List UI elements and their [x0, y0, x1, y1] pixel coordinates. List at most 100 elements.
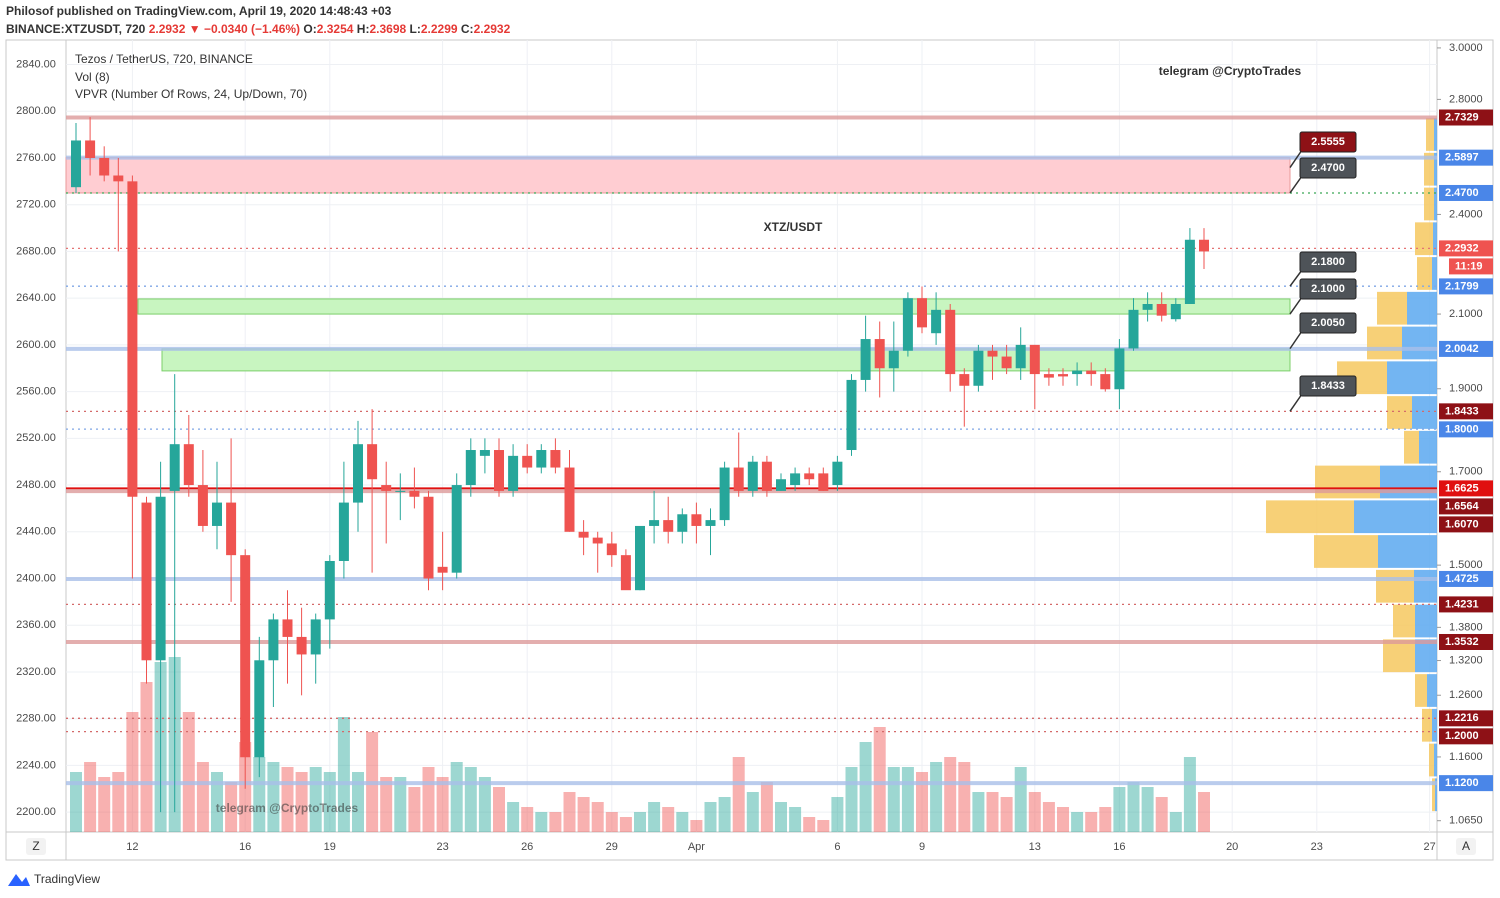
volume-bar — [676, 812, 689, 832]
candle-body — [296, 636, 307, 655]
candle-body — [465, 450, 476, 486]
ohlc-value: 2.3698 — [369, 22, 406, 36]
candle-body — [451, 485, 462, 573]
price-label-box — [1439, 498, 1493, 515]
price-label: 1.6625 — [1445, 482, 1479, 494]
y-tick-label: 2280.00 — [16, 713, 56, 725]
volume-bar — [295, 772, 308, 832]
candle-body — [1029, 344, 1040, 375]
volume-bar — [958, 762, 971, 832]
price-label-box — [1439, 184, 1493, 201]
volume-bar — [605, 812, 618, 832]
volume-bar — [1085, 812, 1098, 832]
volume-bar — [873, 727, 886, 832]
candle-body — [353, 444, 363, 503]
candle-body — [1086, 370, 1097, 375]
callout-box — [1299, 131, 1357, 153]
volume-bar — [1141, 787, 1154, 832]
volume-bar — [450, 762, 463, 832]
candle-body — [85, 140, 96, 158]
vpvr-up — [1419, 430, 1437, 464]
volume-bar — [944, 757, 957, 832]
volume-bar — [930, 762, 943, 832]
callout-label: 1.8433 — [1311, 380, 1345, 392]
vpvr-down — [1424, 152, 1434, 186]
candle-body — [931, 309, 942, 334]
brand: TradingView — [34, 872, 100, 886]
y-tick-label: 2800.00 — [16, 105, 56, 117]
y-tick-label: 2720.00 — [16, 199, 56, 211]
candle-body — [310, 619, 321, 655]
chart-title: XTZ/USDT — [764, 220, 823, 234]
candle-body — [494, 450, 504, 491]
x-tick-label: 29 — [606, 841, 618, 853]
price-label: 1.6070 — [1445, 518, 1479, 530]
y2-tick-label: 1.1600 — [1449, 751, 1483, 763]
x-tick-label: Apr — [688, 841, 705, 853]
zoom-button[interactable] — [26, 838, 46, 855]
vpvr-down — [1417, 257, 1432, 290]
y2-tick-label: 1.0650 — [1449, 815, 1483, 827]
volume-bar — [436, 777, 449, 832]
candle-body — [761, 461, 772, 491]
y-tick-label: 2200.00 — [16, 806, 56, 818]
y-tick-label: 2840.00 — [16, 58, 56, 70]
vpvr-down — [1422, 708, 1432, 742]
brand-logo — [8, 874, 30, 886]
volume-bar — [563, 792, 576, 832]
candle-body — [973, 350, 984, 386]
vpvr-up — [1434, 187, 1437, 221]
candle-body — [324, 560, 335, 620]
candle-body — [367, 444, 378, 480]
y-tick-label: 2560.00 — [16, 386, 56, 398]
ohlc-key: C: — [461, 22, 474, 36]
auto-scale-button[interactable] — [1456, 838, 1476, 855]
volume-bar — [253, 757, 266, 832]
candle-body — [169, 444, 180, 491]
volume-bar — [309, 767, 322, 832]
x-tick-label: 12 — [126, 841, 138, 853]
price-label-box — [1439, 480, 1493, 497]
vpvr-down — [1367, 326, 1402, 360]
candle-body — [635, 525, 645, 591]
y2-tick-label: 1.2600 — [1449, 689, 1483, 701]
publish-line: Philosof published on TradingView.com, A… — [6, 4, 392, 18]
price-label-box — [1439, 240, 1493, 257]
volume-bar — [408, 787, 421, 832]
y2-tick-label: 3.0000 — [1449, 42, 1483, 54]
vpvr-down — [1426, 118, 1434, 151]
vpvr-up — [1412, 396, 1437, 429]
volume-bar — [549, 812, 562, 832]
candle-body — [776, 479, 786, 491]
volume-bar — [704, 802, 717, 832]
price-label: 1.2216 — [1445, 712, 1479, 724]
vpvr-down — [1393, 604, 1415, 638]
volume-bar — [225, 782, 238, 832]
auto-scale-label[interactable]: A — [1462, 839, 1470, 853]
zoom-label[interactable]: Z — [32, 839, 39, 853]
price-label: 2.2932 — [1445, 242, 1479, 254]
volume-bar — [775, 802, 787, 832]
candle-body — [987, 350, 998, 357]
volume-bar — [380, 777, 393, 832]
callout-label: 2.0050 — [1311, 317, 1345, 329]
ohlc-key: H: — [357, 22, 370, 36]
volume-bar — [746, 792, 759, 832]
x-tick-label: 6 — [834, 841, 840, 853]
volume-bar — [126, 712, 139, 832]
y-tick-label: 2440.00 — [16, 526, 56, 538]
y2-tick-label: 1.9000 — [1449, 383, 1483, 395]
price-label: 1.1200 — [1445, 777, 1479, 789]
y-tick-label: 2760.00 — [16, 152, 56, 164]
volume-bar — [732, 757, 745, 832]
y-tick-label: 2520.00 — [16, 432, 56, 444]
price-label-box — [1439, 516, 1493, 533]
price-label-box — [1439, 710, 1493, 727]
candle-body — [1072, 370, 1083, 375]
y-tick-label: 2600.00 — [16, 339, 56, 351]
candle-body — [860, 339, 871, 380]
volume-bar — [323, 772, 336, 832]
callout-pointer — [1289, 330, 1303, 350]
volume-bar — [1042, 802, 1055, 832]
volume-bar — [112, 772, 125, 832]
